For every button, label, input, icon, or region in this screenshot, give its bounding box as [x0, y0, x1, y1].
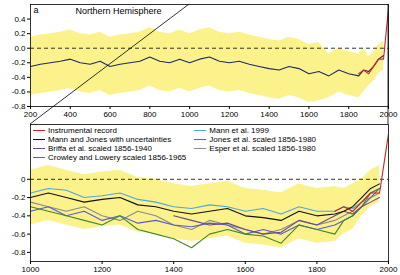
svg-text:200: 200 — [24, 110, 38, 119]
svg-text:-0.4: -0.4 — [12, 211, 26, 220]
svg-text:-0.6: -0.6 — [12, 230, 26, 239]
svg-text:-0.8: -0.8 — [11, 102, 26, 112]
html-text:Esper et al. scaled 1856-1980: Esper et al. scaled 1856-1980 — [209, 144, 316, 153]
svg-text:1400: 1400 — [260, 110, 278, 119]
html-text:Briffa et al. scaled 1856-1940: Briffa et al. scaled 1856-1940 — [48, 144, 152, 153]
svg-text:a: a — [34, 5, 39, 15]
html-text:Mann et al. 1999: Mann et al. 1999 — [209, 126, 269, 135]
svg-text:-0.2: -0.2 — [12, 58, 26, 67]
svg-text:800: 800 — [143, 110, 157, 119]
svg-text:-0.8: -0.8 — [12, 248, 26, 257]
svg-text:1800: 1800 — [308, 265, 326, 274]
svg-text:2000: 2000 — [380, 265, 398, 274]
html-text:Jones et al. scaled 1856-1980: Jones et al. scaled 1856-1980 — [209, 135, 317, 144]
svg-text:0.2: 0.2 — [14, 29, 26, 38]
svg-text:1000: 1000 — [181, 110, 199, 119]
svg-text:-0.2: -0.2 — [12, 193, 26, 202]
svg-text:0.4: 0.4 — [14, 15, 26, 24]
svg-text:-0.6: -0.6 — [12, 87, 26, 96]
svg-text:-0.4: -0.4 — [12, 73, 26, 82]
svg-text:1600: 1600 — [300, 110, 318, 119]
svg-text:1000: 1000 — [22, 265, 40, 274]
svg-text:1400: 1400 — [165, 265, 183, 274]
svg-text:Northern Hemisphere: Northern Hemisphere — [76, 6, 162, 16]
svg-text:1200: 1200 — [93, 265, 111, 274]
html-text:Crowley and Lowery scaled 1856: Crowley and Lowery scaled 1856-1965 — [48, 153, 187, 162]
html-text:Instrumental record: Instrumental record — [48, 126, 117, 135]
svg-text:2000: 2000 — [380, 110, 398, 119]
svg-text:1200: 1200 — [220, 110, 238, 119]
svg-text:0: 0 — [21, 175, 26, 184]
svg-text:1600: 1600 — [236, 265, 254, 274]
html-text:Mann and Jones with uncertaint: Mann and Jones with uncertainties — [48, 135, 172, 144]
svg-text:0.0: 0.0 — [14, 44, 26, 53]
svg-text:600: 600 — [103, 110, 117, 119]
svg-text:1800: 1800 — [340, 110, 358, 119]
svg-text:400: 400 — [64, 110, 78, 119]
